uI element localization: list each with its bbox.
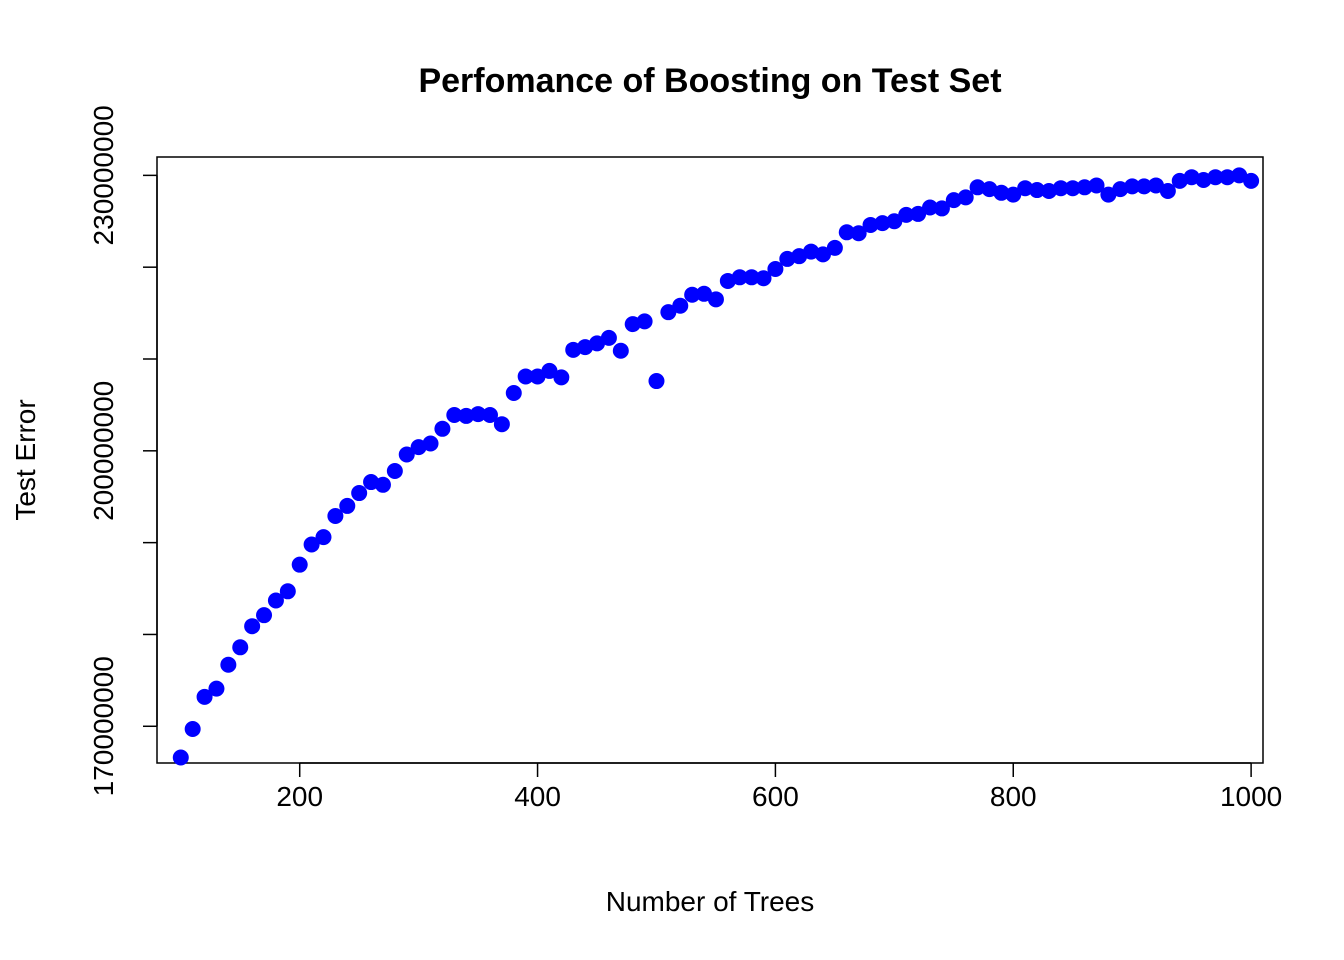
data-point [838,224,855,241]
data-point [351,485,368,502]
y-tick-label: 230000000 [88,105,119,245]
data-point [826,239,843,256]
data-point [327,508,344,525]
data-point [458,407,475,424]
data-point [1147,177,1164,194]
data-point [731,269,748,286]
data-point [232,639,249,656]
data-point [505,384,522,401]
data-point [1052,180,1069,197]
data-point [1136,178,1153,195]
data-point [1243,172,1260,189]
data-point [886,213,903,230]
x-tick-label: 400 [514,781,561,812]
data-point [1231,167,1248,184]
data-point [589,335,606,352]
y-axis-label: Test Error [10,399,41,520]
x-tick-label: 200 [276,781,323,812]
plot-area [156,156,1264,764]
data-point [1017,180,1034,197]
data-point [1159,182,1176,199]
data-point [672,297,689,314]
data-point [814,246,831,263]
data-point [398,446,415,463]
data-point [707,291,724,308]
data-point [1088,177,1105,194]
data-point [339,497,356,514]
data-point [600,329,617,346]
data-point [220,656,237,673]
data-point [481,407,498,424]
data-point [993,184,1010,201]
data-point [279,583,296,600]
data-point [529,368,546,385]
data-point [386,463,403,480]
data-point [933,200,950,217]
y-tick-label: 170000000 [88,656,119,796]
data-point [1100,186,1117,203]
data-point [1219,169,1236,186]
data-point [446,407,463,424]
data-point [910,205,927,222]
data-point [743,269,760,286]
x-tick-label: 600 [752,781,799,812]
data-point [755,270,772,287]
data-point [315,529,332,546]
data-point [660,304,677,321]
data-point [898,206,915,223]
data-point [696,285,713,302]
data-point [303,536,320,553]
y-tick-label: 200000000 [88,381,119,521]
data-point [256,607,273,624]
x-tick-label: 800 [990,781,1037,812]
data-point [553,369,570,386]
data-point [969,179,986,196]
data-point [196,688,213,705]
data-point [850,225,867,242]
data-point [648,373,665,390]
data-point [172,749,189,766]
data-point [1064,180,1081,197]
data-point [244,618,261,635]
data-point [922,199,939,216]
data-point [184,721,201,738]
data-point [493,416,510,433]
data-point [1005,186,1022,203]
data-point [267,592,284,609]
data-point [862,216,879,233]
data-point [1029,182,1046,199]
data-point [434,420,451,437]
data-point [1076,179,1093,196]
data-point [636,313,653,330]
x-axis-label: Number of Trees [606,886,815,917]
data-point [612,342,629,359]
data-point [684,286,701,303]
data-point [1207,169,1224,186]
data-point [541,362,558,379]
x-axis: 200 400 600 800 1000 [276,762,1282,812]
data-point [767,261,784,278]
chart-title: Perfomance of Boosting on Test Set [418,62,1001,100]
data-point [422,435,439,452]
data-point [957,189,974,206]
data-point [208,680,225,697]
y-axis: 170000000 200000000 230000000 [88,105,158,796]
data-point [470,406,487,423]
x-tick-label: 1000 [1220,781,1282,812]
data-point [874,215,891,232]
data-point [291,556,308,573]
data-point [517,368,534,385]
data-point [374,476,391,493]
data-point [1124,178,1141,195]
data-points [172,167,1260,766]
